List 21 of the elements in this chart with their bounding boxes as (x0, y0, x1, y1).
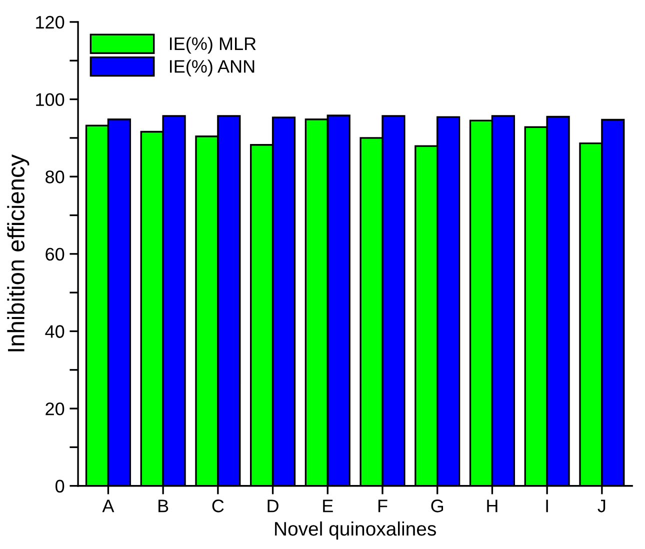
y-tick-label: 20 (46, 402, 64, 416)
x-tick-label: I (546, 500, 548, 512)
x-tick-label: C (212, 500, 224, 512)
x-tick-label: A (102, 500, 114, 512)
y-tick-label: 80 (46, 170, 64, 184)
y-axis-title: Inhibition efficiency (7, 154, 30, 352)
y-tick-label: 40 (45, 325, 64, 338)
y-tick-label: 100 (36, 93, 64, 106)
legend-label: IE(%) MLR (170, 36, 256, 54)
y-tick-label: 0 (56, 480, 64, 493)
x-tick-label: B (158, 500, 168, 512)
x-tick-label: H (487, 500, 498, 512)
x-tick-label: E (323, 500, 333, 512)
y-tick-label: 60 (46, 248, 64, 261)
legend-label: IE(%) ANN (170, 60, 254, 76)
y-tick-label: 120 (36, 16, 64, 29)
x-tick-label: F (378, 500, 388, 512)
x-tick-label: G (431, 500, 444, 512)
x-tick-label: J (598, 500, 606, 512)
x-axis-title: Novel quinoxalines (275, 521, 436, 540)
x-tick-label: D (268, 500, 278, 512)
